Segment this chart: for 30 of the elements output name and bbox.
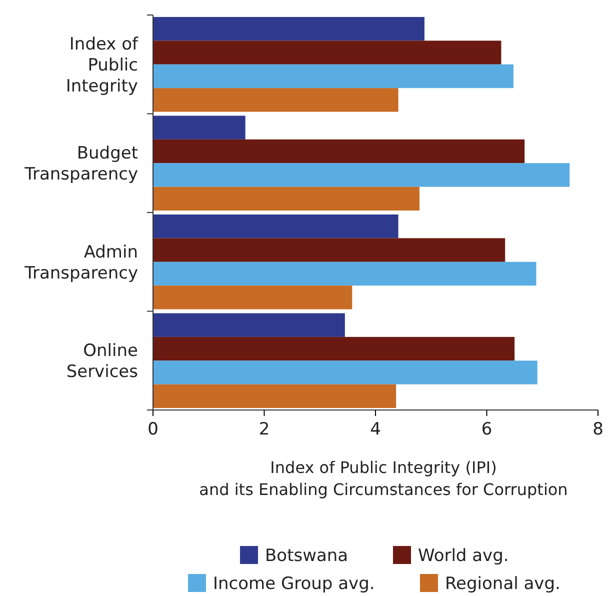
x-tick-label: 6	[481, 419, 492, 440]
bar	[153, 88, 398, 112]
bar	[153, 163, 570, 187]
bar	[153, 313, 345, 337]
y-tick-label: Budget Transparency	[24, 144, 138, 185]
bar	[153, 186, 420, 211]
bar	[153, 116, 246, 140]
bar	[153, 336, 515, 361]
bar	[153, 286, 352, 310]
bar	[153, 360, 538, 384]
legend-label: World avg.	[418, 546, 509, 566]
legend-label: Regional avg.	[445, 574, 560, 594]
x-axis-title: Index of Public Integrity (IPI) and its Enabling Circumstances for Corruption	[199, 458, 568, 499]
bar	[153, 64, 514, 88]
legend-label: Income Group avg.	[213, 574, 375, 594]
y-tick-label: Online Services	[66, 341, 138, 382]
x-tick-label: 2	[258, 419, 270, 440]
y-tick-label: Index of Public Integrity	[66, 34, 140, 96]
legend-label: Botswana	[265, 546, 348, 566]
bar	[153, 238, 506, 262]
x-tick-label: 8	[592, 419, 604, 440]
bar	[153, 40, 502, 64]
bar	[153, 214, 398, 238]
bar	[153, 139, 525, 164]
bar	[153, 384, 396, 408]
x-tick-label: 4	[370, 419, 381, 440]
x-tick-label: 0	[148, 419, 158, 440]
bar	[153, 262, 536, 286]
bar	[153, 16, 424, 41]
y-tick-label: Admin Transparency	[24, 242, 138, 284]
